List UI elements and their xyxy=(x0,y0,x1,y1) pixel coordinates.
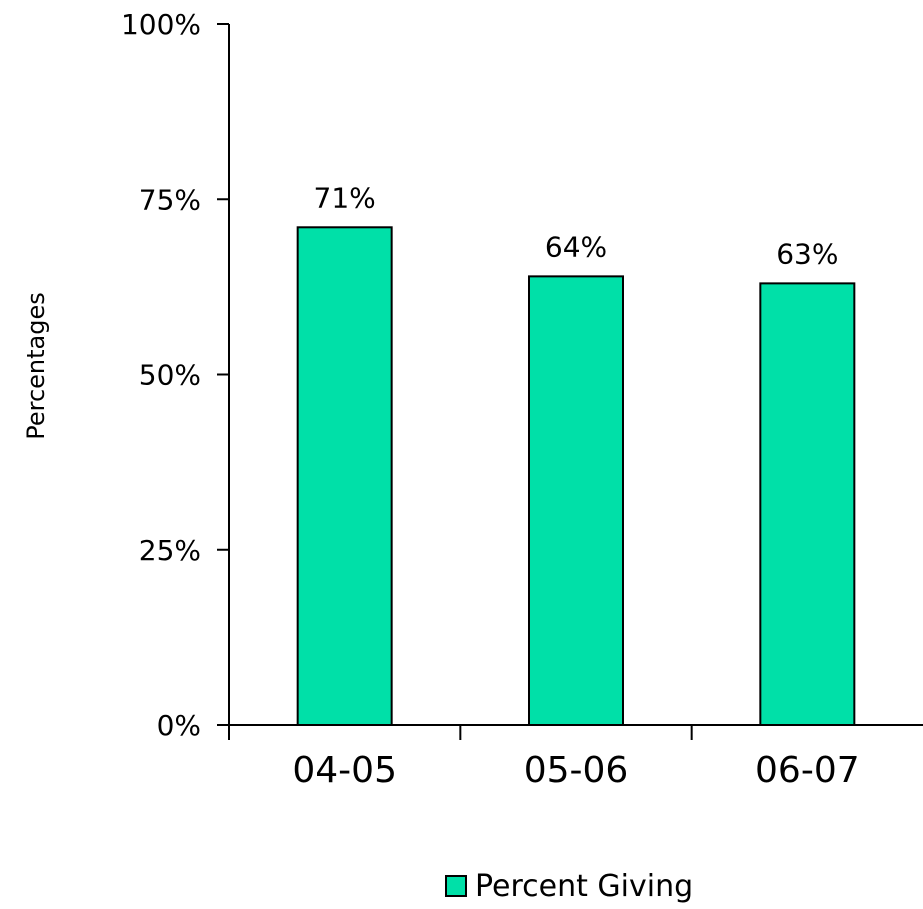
bars xyxy=(296,226,856,726)
y-axis-title: Percentages xyxy=(22,292,50,440)
x-tick-label: 05-06 xyxy=(524,750,629,791)
x-tick-label: 06-07 xyxy=(755,750,860,791)
y-tick-label: 75% xyxy=(139,183,201,216)
y-tick-label: 25% xyxy=(139,534,201,567)
x-tick-label: 04-05 xyxy=(292,750,397,791)
data-label: 64% xyxy=(545,230,607,263)
y-tick-label: 0% xyxy=(157,709,201,742)
legend-swatch xyxy=(445,875,467,897)
data-label: 63% xyxy=(776,237,838,270)
legend: Percent Giving xyxy=(445,868,693,904)
bar xyxy=(296,226,393,726)
data-labels: 71% 64% 63% xyxy=(314,181,839,270)
x-axis: 04-05 05-06 06-07 xyxy=(228,724,923,791)
data-label: 71% xyxy=(314,181,376,214)
y-tick-label: 100% xyxy=(121,8,201,41)
bar xyxy=(528,275,624,726)
bar xyxy=(759,282,856,726)
y-tick-label: 50% xyxy=(139,359,201,392)
legend-label: Percent Giving xyxy=(475,868,694,904)
y-axis: 0% 25% 50% 75% 100% xyxy=(121,8,230,742)
